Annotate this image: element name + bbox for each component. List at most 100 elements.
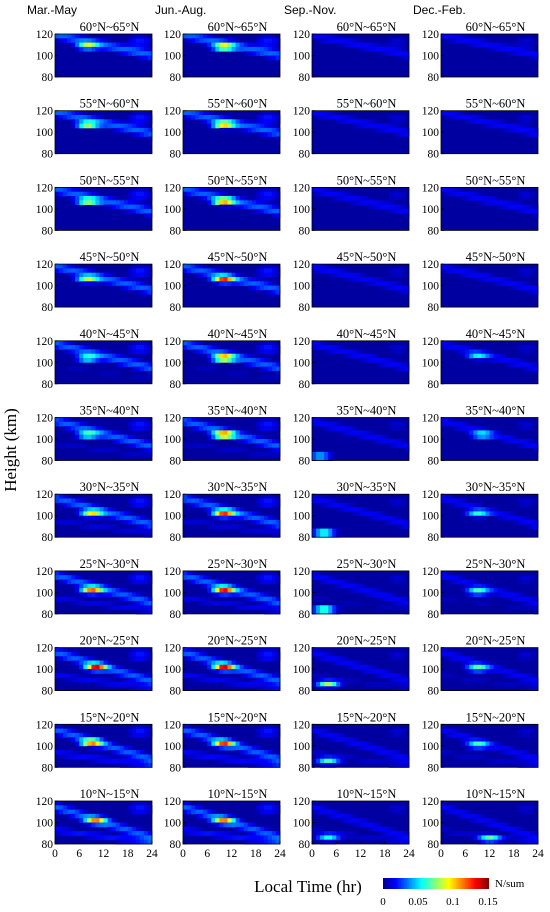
- y-tick-label: 100: [422, 357, 440, 369]
- heatmap-cell: [485, 277, 490, 282]
- heatmap-cell: [131, 601, 137, 606]
- heatmap-cell: [441, 801, 446, 806]
- heatmap-cell: [95, 353, 100, 359]
- y-tick-label: 80: [42, 302, 54, 314]
- heatmap-cell: [91, 601, 96, 606]
- heatmap-cell: [525, 281, 531, 286]
- heatmap-cell: [243, 511, 249, 517]
- heatmap-cell: [183, 732, 188, 738]
- heatmap-cell: [75, 353, 80, 359]
- heatmap-cell: [481, 741, 486, 747]
- heatmap-cell: [199, 264, 204, 269]
- heatmap-cell: [135, 728, 141, 734]
- heatmap-cell: [340, 42, 345, 48]
- y-tick-label: 120: [36, 719, 54, 731]
- heatmap-cell: [340, 682, 345, 687]
- heatmap-cell: [131, 196, 137, 201]
- heatmap-cell: [243, 745, 249, 751]
- heatmap-cell: [312, 532, 317, 538]
- heatmap-cell: [340, 732, 345, 738]
- heatmap-cell: [243, 664, 249, 670]
- heatmap-cell: [99, 524, 104, 529]
- heatmap-cell: [521, 651, 527, 657]
- heatmap-cell: [219, 588, 224, 593]
- heatmap-cell: [67, 809, 72, 815]
- heatmap-cell: [320, 677, 325, 683]
- heatmap-cell: [449, 750, 454, 755]
- heatmap-cell: [368, 434, 374, 440]
- heatmap-cell: [392, 831, 398, 836]
- heatmap-cell: [324, 686, 329, 691]
- heatmap-cell: [332, 426, 337, 431]
- heatmap-cell: [477, 42, 482, 48]
- heatmap-cell: [123, 123, 129, 129]
- heatmap-cell: [324, 732, 329, 738]
- heatmap-cell: [231, 822, 236, 828]
- heatmap-cell: [396, 123, 402, 129]
- heatmap-cell: [103, 754, 108, 760]
- heatmap-cell: [239, 123, 245, 129]
- heatmap-cell: [376, 358, 382, 363]
- heatmap-cell: [501, 745, 507, 751]
- heatmap-cell: [380, 281, 386, 286]
- heatmap-cell: [521, 682, 527, 687]
- heatmap-cell: [332, 575, 337, 580]
- heatmap-cell: [235, 42, 240, 48]
- heatmap-cell: [457, 421, 462, 427]
- heatmap-cell: [529, 656, 535, 661]
- heatmap-cell: [360, 196, 365, 201]
- heatmap-cell: [388, 421, 394, 427]
- heatmap-cell: [115, 51, 121, 56]
- heatmap-cell: [95, 511, 100, 517]
- heatmap-cell: [203, 264, 208, 269]
- heatmap-cell: [251, 451, 257, 457]
- heatmap-cell: [267, 605, 273, 610]
- y-tick-label: 80: [428, 762, 440, 774]
- heatmap-cell: [91, 669, 96, 674]
- heatmap-cell: [199, 340, 204, 346]
- heatmap-cell: [83, 831, 88, 836]
- heatmap-cell: [263, 46, 269, 52]
- heatmap-cell: [312, 805, 317, 810]
- heatmap-cell: [135, 656, 141, 661]
- heatmap-cell: [135, 417, 141, 423]
- heatmap-cell: [481, 507, 486, 512]
- heatmap-cell: [79, 583, 84, 589]
- heatmap-cell: [275, 673, 281, 679]
- heatmap-cell: [139, 340, 145, 346]
- panel-title: 10°N~15°N: [466, 787, 526, 801]
- heatmap-cell: [461, 809, 466, 815]
- heatmap-cell: [316, 191, 321, 197]
- heatmap-cell: [191, 502, 196, 508]
- heatmap-cell: [211, 46, 216, 52]
- heatmap-cell: [255, 46, 261, 52]
- heatmap-cell: [83, 592, 88, 598]
- heatmap-cell: [380, 682, 386, 687]
- heatmap-cell: [525, 596, 531, 602]
- heatmap-cell: [275, 375, 281, 380]
- heatmap-cell: [441, 724, 446, 729]
- heatmap-cell: [320, 417, 325, 423]
- x-tick-label: 0: [309, 848, 315, 860]
- heatmap-cell: [107, 592, 112, 598]
- heatmap-cell: [505, 511, 511, 517]
- heatmap-cell: [477, 272, 482, 278]
- heatmap-cell: [388, 127, 394, 133]
- heatmap-cell: [505, 46, 511, 52]
- heatmap-cell: [111, 528, 117, 534]
- heatmap-cell: [211, 430, 216, 436]
- heatmap-cell: [131, 605, 137, 610]
- heatmap-cell: [223, 745, 228, 751]
- heatmap-cell: [143, 809, 149, 815]
- heatmap-cell: [127, 119, 133, 124]
- heatmap-cell: [75, 737, 80, 742]
- heatmap-cell: [263, 502, 269, 508]
- heatmap-cell: [187, 728, 192, 734]
- heatmap-cell: [501, 511, 507, 517]
- heatmap-cell: [453, 191, 458, 197]
- heatmap-cell: [191, 826, 196, 832]
- heatmap-cell: [255, 358, 261, 363]
- heatmap-cell: [131, 831, 137, 836]
- y-tick-label: 80: [170, 302, 182, 314]
- heatmap-cell: [473, 349, 478, 355]
